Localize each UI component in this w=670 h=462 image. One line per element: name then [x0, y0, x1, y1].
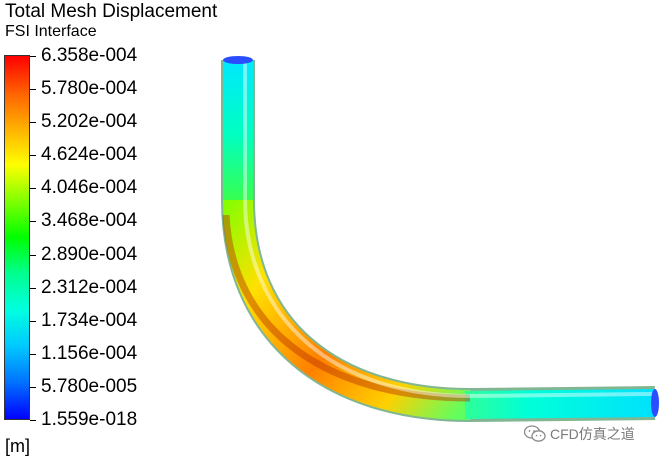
- legend-tick-label: 5.780e-005: [41, 376, 138, 397]
- watermark: CFD仿真之道: [524, 424, 635, 444]
- plot-title: Total Mesh Displacement: [5, 1, 218, 22]
- legend-tick-mark: [30, 122, 36, 123]
- legend-tick-mark: [30, 354, 36, 355]
- legend-tick-mark: [30, 56, 36, 57]
- wechat-icon: [524, 425, 546, 442]
- legend-tick-mark: [30, 155, 36, 156]
- legend-tick-label: 1.559e-018: [41, 409, 138, 430]
- legend-tick-mark: [30, 288, 36, 289]
- legend-tick-label: 1.156e-004: [41, 343, 138, 364]
- legend-tick-mark: [30, 387, 36, 388]
- pipe-bend-section: [223, 199, 471, 420]
- legend-tick-label: 4.046e-004: [41, 177, 138, 198]
- legend-tick-label: 4.624e-004: [41, 144, 138, 165]
- legend-unit: [m]: [5, 436, 30, 456]
- pipe-outlet-cap: [651, 389, 659, 417]
- legend-tick-label: 2.312e-004: [41, 277, 138, 298]
- legend-tick-mark: [30, 89, 36, 90]
- legend-tick-label: 2.890e-004: [41, 244, 138, 265]
- pipe-inlet-cap: [223, 56, 253, 64]
- legend-tick-label: 6.358e-004: [41, 45, 138, 66]
- legend-tick-mark: [30, 188, 36, 189]
- legend-tick-label: 5.202e-004: [41, 111, 138, 132]
- plot-subtitle: FSI Interface: [5, 23, 97, 40]
- legend-tick-label: 5.780e-004: [41, 78, 138, 99]
- pipe-highlight: [243, 62, 653, 399]
- watermark-text: CFD仿真之道: [550, 426, 635, 442]
- pipe-horizontal-section: [464, 389, 656, 419]
- legend-tick-label: 3.468e-004: [41, 210, 138, 231]
- legend-tick-mark: [30, 321, 36, 322]
- legend-tick-mark: [30, 255, 36, 256]
- legend-tick-label: 1.734e-004: [41, 310, 138, 331]
- legend-tick-mark: [30, 221, 36, 222]
- color-legend-bar: [4, 55, 30, 420]
- legend-tick-mark: [30, 420, 36, 421]
- pipe-bend-shadow: [222, 214, 471, 402]
